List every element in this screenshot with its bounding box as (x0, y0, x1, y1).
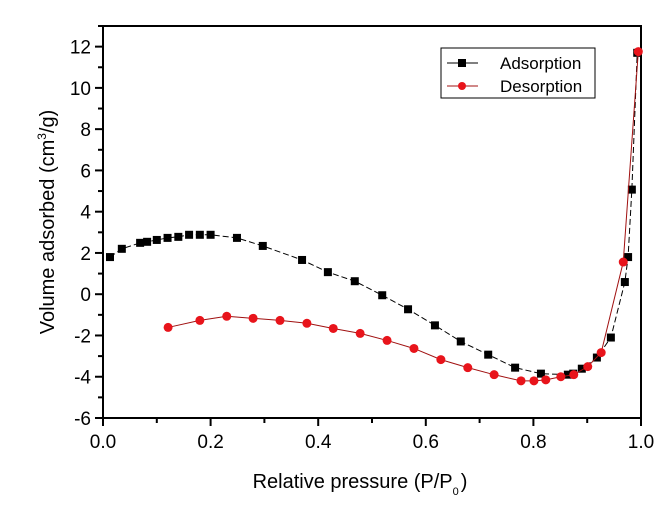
legend-marker-square (458, 59, 466, 67)
data-point-adsorption (430, 321, 439, 330)
data-point-desorption (633, 47, 643, 57)
y-tick-label: -6 (74, 409, 91, 430)
y-tick-label: 2 (80, 244, 91, 265)
y-tick-label: 8 (80, 120, 91, 141)
data-point-adsorption (627, 185, 636, 194)
data-point-desorption (248, 313, 258, 323)
data-point-adsorption (136, 238, 145, 247)
y-tick-label: 0 (80, 285, 91, 306)
series-line-desorption (167, 51, 639, 382)
data-point-adsorption (350, 277, 359, 286)
data-point-adsorption (378, 291, 387, 300)
x-tick-label: 1.0 (628, 432, 654, 453)
y-axis-title: Volume adsorbed (cm3/g) (35, 110, 59, 335)
x-axis: 0.0 0.2 0.4 0.6 0.8 1.0 (90, 418, 654, 453)
data-point-adsorption (563, 370, 572, 379)
data-point-adsorption (163, 233, 172, 242)
data-point-desorption (222, 311, 232, 321)
data-point-adsorption (624, 253, 633, 262)
data-point-adsorption (258, 241, 267, 250)
data-point-desorption (163, 322, 173, 332)
series-line-adsorption (109, 52, 638, 376)
data-point-adsorption (577, 364, 586, 373)
data-point-adsorption (206, 230, 215, 239)
data-point-adsorption (143, 237, 152, 246)
y-axis: -6 -4 -2 0 2 4 6 8 10 12 (70, 25, 103, 430)
legend-item-adsorption: Adsorption (447, 54, 581, 73)
data-point-adsorption (511, 363, 520, 372)
data-point-desorption (618, 257, 628, 267)
x-tick-label: 0.2 (197, 432, 223, 453)
data-point-desorption (569, 370, 579, 380)
y-tick-label: 6 (80, 161, 91, 182)
data-point-desorption (489, 370, 499, 380)
legend-item-desorption: Desorption (447, 77, 582, 96)
data-point-adsorption (185, 230, 194, 239)
data-point-desorption (195, 315, 205, 325)
data-point-desorption (302, 318, 312, 328)
y-tick-label: -4 (74, 368, 91, 389)
legend-label-adsorption: Adsorption (500, 54, 581, 73)
data-point-desorption (463, 363, 473, 373)
data-point-desorption (436, 355, 446, 365)
data-point-adsorption (117, 244, 126, 253)
data-point-adsorption (174, 232, 183, 241)
data-point-desorption (275, 315, 285, 325)
series-desorption (163, 47, 643, 386)
data-point-desorption (529, 376, 539, 386)
legend-label-desorption: Desorption (500, 77, 582, 96)
x-tick-label: 0.4 (305, 432, 332, 453)
x-tick-label: 0.8 (520, 432, 546, 453)
data-point-desorption (516, 376, 526, 386)
data-point-adsorption (484, 350, 493, 359)
data-point-adsorption (298, 255, 307, 264)
data-point-adsorption (606, 333, 615, 342)
data-point-desorption (382, 335, 392, 345)
legend-box (440, 47, 596, 99)
x-tick-label: 0.0 (90, 432, 116, 453)
legend: Adsorption Desorption (440, 47, 596, 99)
data-point-desorption (596, 348, 606, 358)
series-layer (105, 47, 643, 386)
data-point-adsorption (620, 278, 629, 287)
data-point-desorption (556, 372, 566, 382)
data-point-desorption (541, 375, 551, 385)
x-tick-label: 0.6 (413, 432, 439, 453)
data-point-desorption (355, 328, 365, 338)
data-point-adsorption (404, 305, 413, 314)
data-point-desorption (328, 323, 338, 333)
y-tick-label: 12 (70, 38, 91, 59)
data-point-adsorption (152, 235, 161, 244)
y-tick-label: -2 (74, 326, 91, 347)
y-tick-label: 10 (70, 79, 91, 100)
data-point-adsorption (456, 337, 465, 346)
data-point-adsorption (536, 369, 545, 378)
data-point-adsorption (323, 268, 332, 277)
data-point-desorption (409, 343, 419, 353)
data-point-desorption (583, 362, 593, 372)
data-point-adsorption (232, 233, 241, 242)
x-axis-title: Relative pressure (P/P0) (253, 471, 468, 498)
legend-marker-circle (458, 82, 466, 90)
data-point-adsorption (195, 230, 204, 239)
data-point-adsorption (105, 253, 114, 262)
y-tick-label: 4 (80, 203, 91, 224)
